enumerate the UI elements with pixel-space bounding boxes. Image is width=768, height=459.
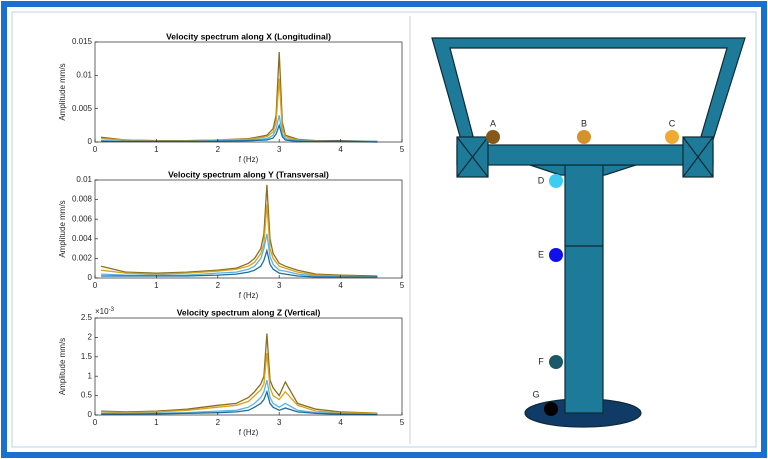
chart-title: Velocity spectrum along Y (Transversal): [168, 169, 329, 179]
x-tick-label: 4: [338, 281, 343, 290]
chart-title: Velocity spectrum along X (Longitudinal): [166, 31, 331, 41]
y-tick-label: 0.006: [72, 214, 93, 223]
y-tick-label: 0.5: [81, 391, 93, 400]
sensor-label: C: [669, 118, 676, 128]
sensor: [577, 130, 591, 144]
x-tick-label: 0: [93, 145, 98, 154]
series-line: [100, 184, 378, 277]
x-axis-label: f (Hz): [239, 428, 259, 437]
sensor: [665, 130, 679, 144]
bearing-left-cross: [456, 136, 489, 178]
sensor-label: D: [538, 175, 545, 185]
chart-title: Velocity spectrum along Z (Vertical): [177, 307, 321, 317]
x-axis-label: f (Hz): [239, 155, 259, 164]
sensor-label: F: [538, 356, 544, 366]
y-tick-label: 0.015: [72, 37, 93, 46]
sensor: [549, 174, 563, 188]
series-line: [101, 204, 378, 278]
x-tick-label: 2: [216, 281, 221, 290]
y-scale-exponent: -3: [109, 307, 115, 313]
y-tick-label: 0: [88, 273, 93, 282]
y-axis-label: Amplitude mm/s: [58, 338, 67, 395]
y-axis-label: Amplitude mm/s: [58, 200, 67, 257]
axes-box: [94, 317, 403, 416]
beam: [456, 144, 714, 166]
x-tick-label: 1: [154, 418, 159, 427]
y-tick-label: 0.008: [72, 195, 93, 204]
x-tick-label: 2: [216, 145, 221, 154]
x-tick-label: 0: [93, 281, 98, 290]
y-tick-label: 2.5: [81, 313, 93, 322]
y-tick-label: 0.004: [72, 234, 93, 243]
plot-area: [95, 318, 402, 415]
y-tick-label: 0.002: [72, 254, 93, 263]
y-tick-label: 0.01: [76, 70, 92, 79]
x-tick-label: 1: [154, 281, 159, 290]
y-scale-factor: ×10-3: [95, 307, 115, 317]
series-line: [101, 333, 378, 414]
column: [564, 164, 604, 414]
x-tick-label: 5: [400, 145, 405, 154]
y-tick-label: 1.5: [81, 352, 93, 361]
sensor: [549, 248, 563, 262]
series-line: [101, 233, 378, 278]
y-tick-label: 2: [88, 333, 93, 342]
x-tick-label: 5: [400, 418, 405, 427]
x-tick-label: 0: [93, 418, 98, 427]
series-line: [101, 379, 378, 415]
sensor: [544, 402, 558, 416]
sensor-label: G: [532, 389, 539, 399]
y-tick-label: 0: [88, 137, 93, 146]
y-tick-label: 0.01: [76, 175, 92, 184]
structure: [431, 37, 746, 428]
x-tick-label: 1: [154, 145, 159, 154]
inner-frame: [11, 11, 757, 448]
axes-box: [94, 41, 403, 143]
series-line: [101, 123, 378, 143]
sensor-label: B: [581, 118, 587, 128]
x-tick-label: 4: [338, 145, 343, 154]
x-tick-label: 3: [277, 281, 282, 290]
x-tick-label: 3: [277, 418, 282, 427]
y-tick-label: 0.005: [72, 104, 93, 113]
series-line: [101, 389, 378, 416]
plot-area: [95, 180, 402, 278]
x-axis-label: f (Hz): [239, 291, 259, 300]
x-tick-label: 3: [277, 145, 282, 154]
bearing-right-cross: [682, 136, 714, 178]
y-scale-base: ×10: [95, 307, 109, 316]
y-tick-label: 0: [88, 410, 93, 419]
sensor-label: A: [490, 118, 496, 128]
y-axis-label: Amplitude mm/s: [58, 63, 67, 120]
series-line: [101, 248, 378, 278]
x-tick-label: 4: [338, 418, 343, 427]
sensor: [486, 130, 500, 144]
x-tick-label: 2: [216, 418, 221, 427]
series-line: [101, 352, 378, 415]
y-tick-label: 1: [88, 371, 93, 380]
sensor: [549, 355, 563, 369]
sensor-label: E: [538, 249, 544, 259]
axes-box: [94, 179, 403, 279]
plot-area: [95, 42, 402, 142]
x-tick-label: 5: [400, 281, 405, 290]
